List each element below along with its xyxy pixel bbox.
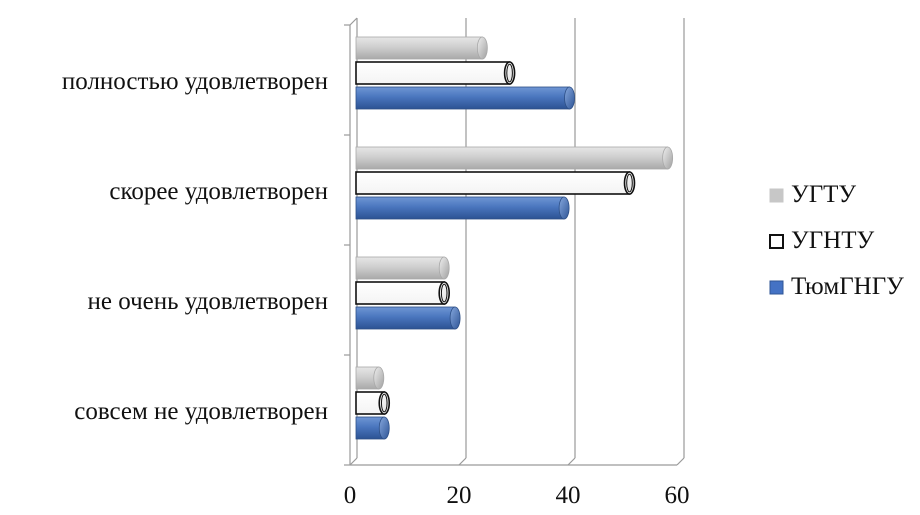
- x-tick-label: 0: [344, 482, 357, 509]
- bar-ugntu: [355, 171, 636, 195]
- bar-cap: [438, 281, 451, 305]
- bar-cap: [449, 306, 461, 330]
- legend-label: УГТУ: [791, 181, 856, 208]
- bar-body: [355, 86, 570, 110]
- bar-cap-inner: [626, 173, 633, 193]
- x-tick-label: 40: [556, 482, 581, 509]
- bar-body: [355, 171, 631, 195]
- bar-ugtu: [355, 36, 488, 60]
- legend-swatch: [769, 188, 784, 203]
- bar-cap: [373, 366, 385, 390]
- legend-item: ТюмГНГУ: [769, 273, 904, 300]
- legend-label: ТюмГНГУ: [791, 273, 904, 300]
- floor-line: [458, 457, 467, 466]
- floor-line: [349, 457, 358, 466]
- bar-cap: [378, 391, 391, 415]
- bar-tyumgngu: [355, 416, 390, 440]
- bar-body: [355, 256, 445, 280]
- legend-swatch: [769, 280, 784, 295]
- bar-body: [355, 36, 483, 60]
- bar-ugtu: [355, 366, 385, 390]
- x-tick-label: 20: [447, 482, 472, 509]
- bar-body: [355, 281, 445, 305]
- bar-body: [355, 306, 456, 330]
- bar-ugntu: [355, 61, 516, 85]
- bar-cap: [623, 171, 636, 195]
- category-label: полностью удовлетворен: [62, 68, 328, 95]
- category-label: совсем не удовлетворен: [74, 398, 328, 425]
- x-tick-label: 60: [665, 482, 690, 509]
- category-label: скорее удовлетворен: [109, 178, 328, 205]
- legend-item: УГТУ: [769, 181, 856, 208]
- bar-body: [355, 196, 565, 220]
- bar-tyumgngu: [355, 196, 570, 220]
- bar-cap-inner: [440, 283, 448, 303]
- bar-cap: [476, 36, 488, 60]
- bar-cap: [558, 196, 570, 220]
- bar-body: [355, 61, 511, 85]
- legend-item: УГНТУ: [769, 227, 874, 254]
- bar-cap: [564, 86, 575, 110]
- bar-cap: [438, 256, 450, 280]
- category-label: не очень удовлетворен: [87, 288, 328, 315]
- legend-swatch: [769, 234, 784, 249]
- floor-line: [676, 457, 685, 466]
- bar-ugntu: [355, 391, 391, 415]
- bar-cap: [503, 61, 516, 85]
- bar-ugtu: [355, 256, 450, 280]
- bar-tyumgngu: [355, 306, 461, 330]
- left-wall-top: [349, 17, 358, 26]
- bar-cap-inner: [506, 63, 513, 83]
- bar-cap: [378, 416, 390, 440]
- floor-line: [567, 457, 576, 466]
- bar-ugtu: [355, 146, 674, 170]
- bar-body: [355, 146, 669, 170]
- bar-ugntu: [355, 281, 451, 305]
- legend-label: УГНТУ: [791, 227, 874, 254]
- bar-cap: [662, 146, 674, 170]
- bar-tyumgngu: [355, 86, 575, 110]
- bar-cap-inner: [380, 393, 388, 413]
